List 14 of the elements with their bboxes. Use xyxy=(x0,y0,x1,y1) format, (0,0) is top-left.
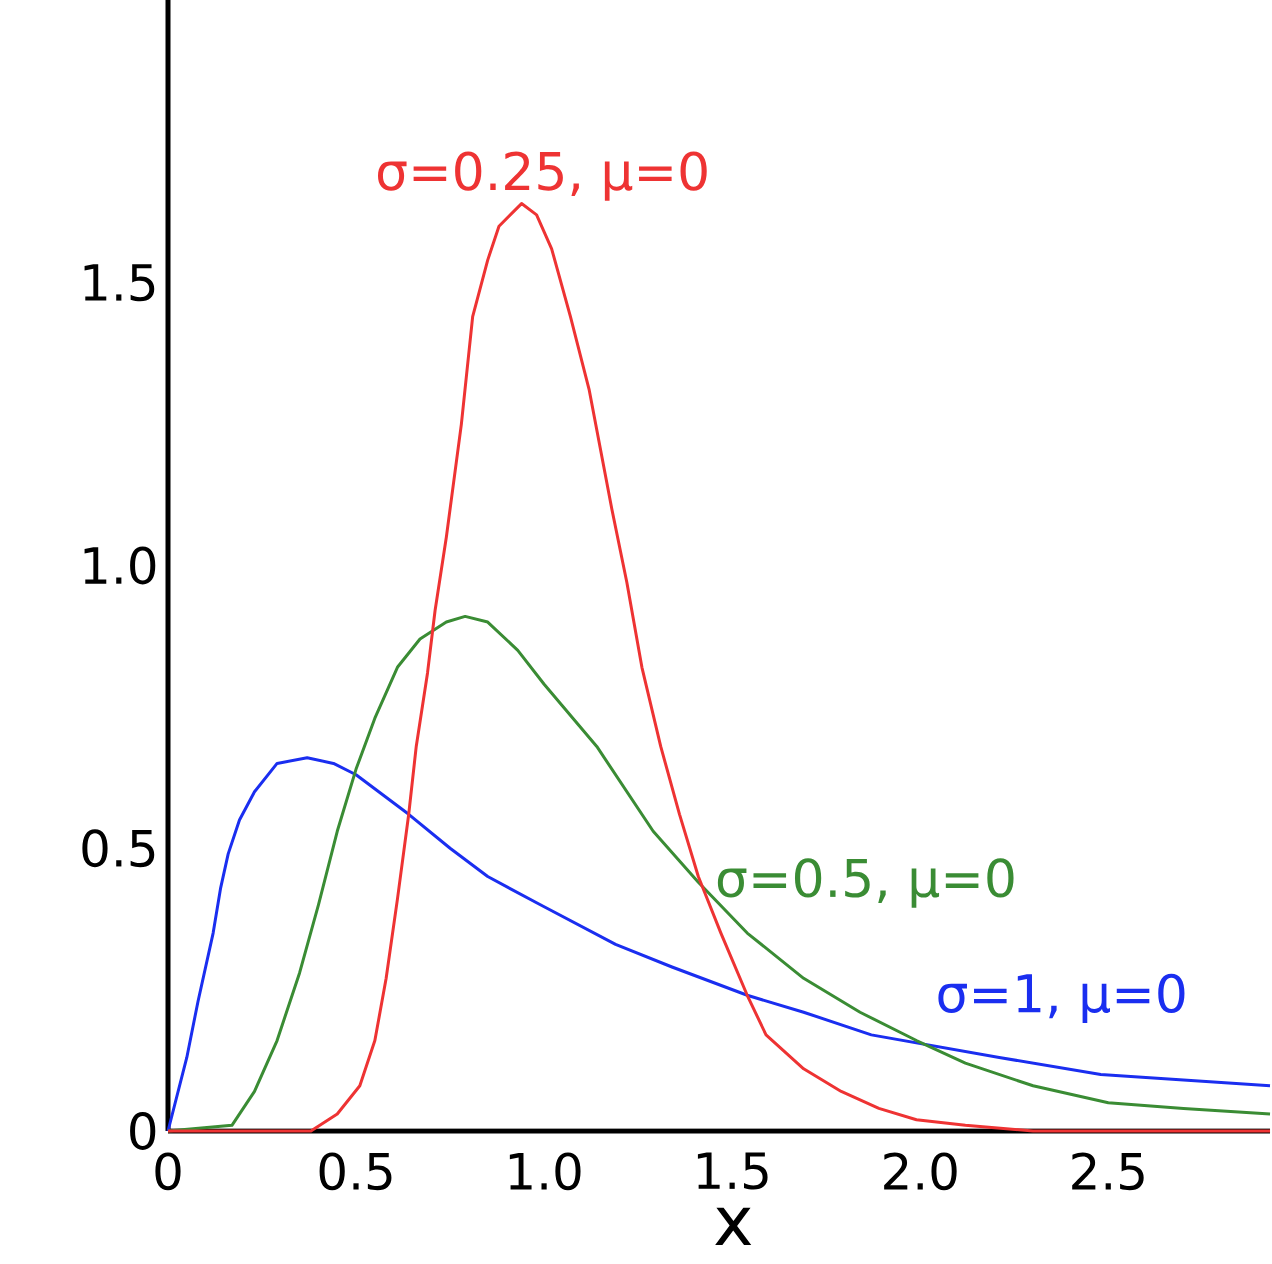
x-tick-label: 2.5 xyxy=(1072,1152,1144,1191)
x-tick-label: 2.0 xyxy=(884,1152,957,1191)
y-tick-label: 0.5 xyxy=(82,829,155,868)
x-tick-label: 0.5 xyxy=(319,1152,392,1191)
x-tick-label: 1.0 xyxy=(509,1152,581,1191)
y-tick-label: 1.0 xyxy=(84,546,156,585)
x-axis-title: x xyxy=(715,1207,752,1245)
x-tick-label: 1.5 xyxy=(697,1152,768,1190)
x-tick-label: 0 xyxy=(155,1152,181,1191)
series-label: σ=0.5, μ=0 xyxy=(717,858,1014,908)
series-label: σ=1, μ=0 xyxy=(938,973,1185,1024)
y-tick-label: 1.5 xyxy=(84,264,155,302)
y-tick-label: 0 xyxy=(130,1112,156,1150)
series-label: σ=0.25, μ=0 xyxy=(377,151,707,201)
